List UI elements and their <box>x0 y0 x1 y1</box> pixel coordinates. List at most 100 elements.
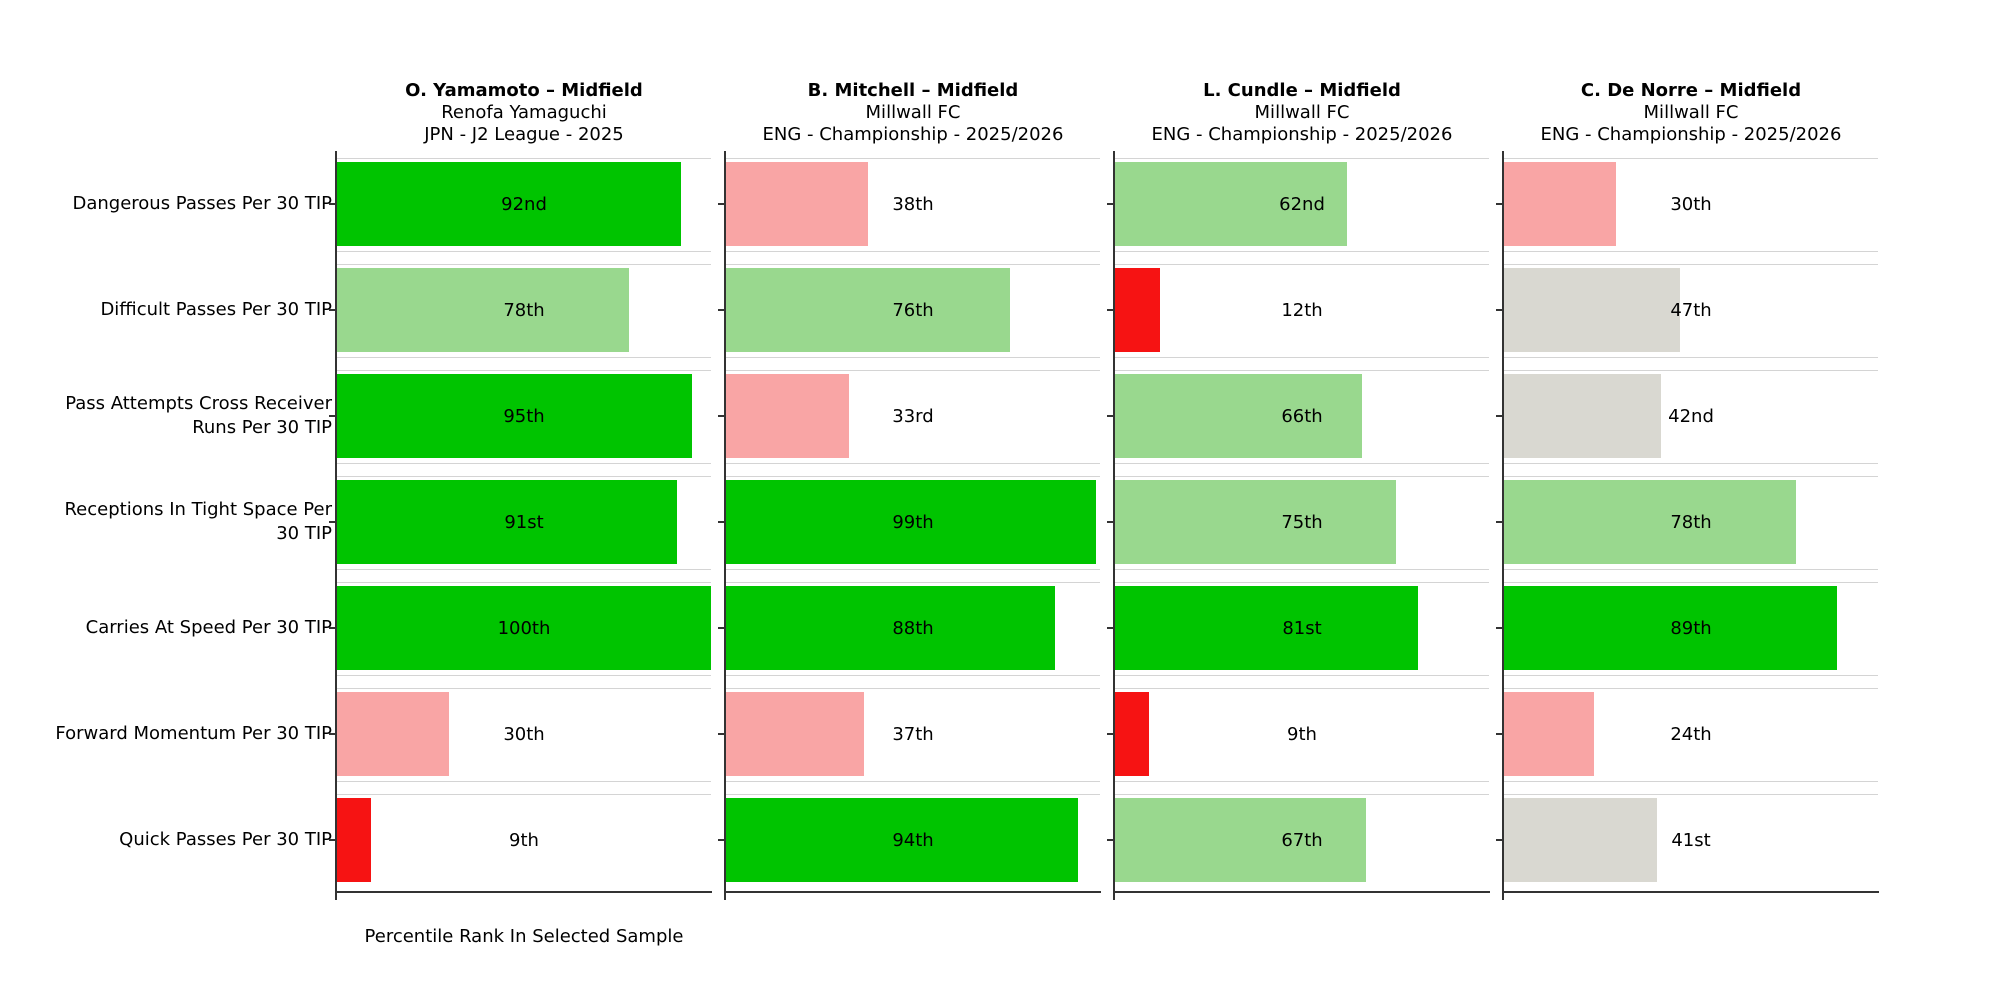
percentile-bar <box>1504 692 1594 776</box>
percentile-value: 47th <box>1670 299 1712 321</box>
x-tick-mark <box>1502 893 1504 900</box>
percentile-value: 62nd <box>1279 193 1325 215</box>
y-tick-mark <box>1496 309 1502 311</box>
percentile-bar <box>1115 586 1418 670</box>
percentile-value: 9th <box>509 829 539 851</box>
player-name: B. Mitchell – Midfield <box>807 80 1019 101</box>
cell-frame <box>337 158 711 252</box>
y-tick-mark <box>718 521 724 523</box>
percentile-value: 95th <box>503 405 545 427</box>
percentile-value: 33rd <box>892 405 934 427</box>
percentile-cell: 33rd <box>718 363 1100 469</box>
cell-frame <box>1504 264 1878 358</box>
percentile-value: 38th <box>892 193 934 215</box>
percentile-value: 12th <box>1281 299 1323 321</box>
y-tick-mark <box>329 733 335 735</box>
y-tick-mark <box>1496 203 1502 205</box>
player-team: Millwall FC <box>1643 102 1739 123</box>
percentile-value: 30th <box>503 723 545 745</box>
y-axis-spine <box>1502 151 1504 893</box>
percentile-cell: 30th <box>1496 151 1878 257</box>
y-tick-mark <box>329 839 335 841</box>
percentile-cell: 42nd <box>1496 363 1878 469</box>
percentile-value: 66th <box>1281 405 1323 427</box>
cell-frame <box>1504 688 1878 782</box>
player-column: L. Cundle – Midfield Millwall FC ENG - Cha… <box>1107 0 1490 1000</box>
cell-frame <box>1504 476 1878 570</box>
x-axis-label: Percentile Rank In Selected Sample <box>364 926 684 947</box>
percentile-bar <box>337 162 682 246</box>
player-column: C. De Norre – Midfield Millwall FC ENG - C… <box>1496 0 1879 1000</box>
percentile-cell: 78th <box>329 257 711 363</box>
x-axis-spine <box>335 891 712 893</box>
metric-label: Quick Passes Per 30 TIP <box>119 829 332 850</box>
percentile-bar <box>337 268 629 352</box>
player-column: B. Mitchell – Midfield Millwall FC ENG - C… <box>718 0 1101 1000</box>
percentile-bar <box>726 480 1097 564</box>
percentile-bar <box>726 268 1011 352</box>
y-tick-mark <box>718 415 724 417</box>
player-header: O. Yamamoto – Midfield Renofa Yamaguchi JP… <box>337 80 711 146</box>
metric-label: Dangerous Passes Per 30 TIP <box>72 193 332 214</box>
percentile-cell: 9th <box>1107 681 1489 787</box>
x-axis-spine <box>1502 891 1879 893</box>
y-tick-mark <box>1107 415 1113 417</box>
y-tick-mark <box>718 627 724 629</box>
percentile-cell: 67th <box>1107 787 1489 893</box>
y-axis-spine <box>335 151 337 893</box>
percentile-cell: 91st <box>329 469 711 575</box>
x-tick-mark <box>724 893 726 900</box>
y-tick-mark <box>1496 415 1502 417</box>
percentile-value: 67th <box>1281 829 1323 851</box>
player-name: L. Cundle – Midfield <box>1203 80 1401 101</box>
percentile-bar <box>1504 586 1837 670</box>
metric-label: Forward Momentum Per 30 TIP <box>55 723 332 744</box>
cell-frame <box>337 794 711 887</box>
y-tick-mark <box>1107 839 1113 841</box>
percentile-value: 24th <box>1670 723 1712 745</box>
y-tick-mark <box>718 203 724 205</box>
percentile-cell: 37th <box>718 681 1100 787</box>
player-competition: ENG - Championship - 2025/2026 <box>762 124 1064 145</box>
player-header: B. Mitchell – Midfield Millwall FC ENG - C… <box>726 80 1100 146</box>
y-tick-mark <box>1107 627 1113 629</box>
percentile-cell: 66th <box>1107 363 1489 469</box>
percentile-bar <box>726 374 850 458</box>
cell-frame <box>337 370 711 464</box>
percentile-value: 30th <box>1670 193 1712 215</box>
percentile-cell: 92nd <box>329 151 711 257</box>
percentile-value: 37th <box>892 723 934 745</box>
percentile-cell: 38th <box>718 151 1100 257</box>
x-axis-spine <box>724 891 1101 893</box>
y-tick-mark <box>1107 521 1113 523</box>
percentile-value: 91st <box>504 511 544 533</box>
percentile-cell: 81st <box>1107 575 1489 681</box>
percentile-value: 78th <box>503 299 545 321</box>
percentile-value: 100th <box>497 617 551 639</box>
percentile-bar <box>337 480 678 564</box>
percentile-bar <box>726 692 865 776</box>
y-tick-mark <box>1496 521 1502 523</box>
percentile-bar <box>1115 798 1366 882</box>
cell-frame <box>726 158 1100 252</box>
percentile-cell: 88th <box>718 575 1100 681</box>
player-team: Millwall FC <box>865 102 961 123</box>
percentile-value: 42nd <box>1668 405 1714 427</box>
x-tick-mark <box>1113 893 1115 900</box>
percentile-value: 78th <box>1670 511 1712 533</box>
cell-frame <box>726 688 1100 782</box>
cell-frame <box>726 582 1100 676</box>
percentile-bar <box>337 374 693 458</box>
metric-label: Receptions In Tight Space Per 30 TIP <box>64 499 332 544</box>
metric-label: Carries At Speed Per 30 TIP <box>85 617 332 638</box>
percentile-bar <box>1115 374 1362 458</box>
cell-frame <box>1504 158 1878 252</box>
percentile-bar <box>726 162 869 246</box>
percentile-value: 81st <box>1282 617 1322 639</box>
cell-frame <box>337 264 711 358</box>
percentile-bar <box>726 798 1078 882</box>
y-tick-mark <box>329 203 335 205</box>
cell-frame <box>337 688 711 782</box>
percentile-bar <box>1504 162 1617 246</box>
percentile-value: 76th <box>892 299 934 321</box>
